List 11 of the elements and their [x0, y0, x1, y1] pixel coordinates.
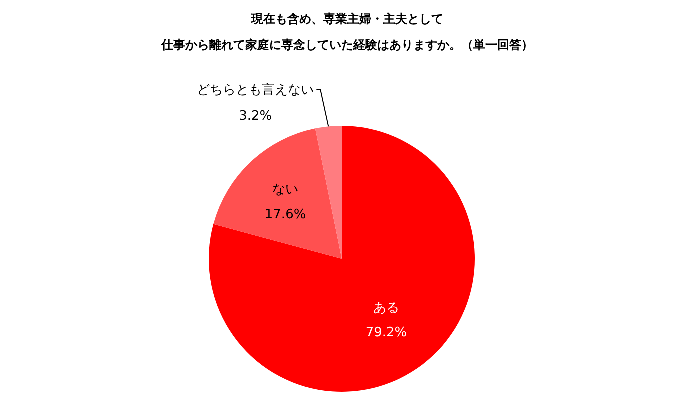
data-label: 17.6%	[264, 207, 306, 222]
slice-label: どちらとも言えない	[197, 82, 314, 98]
data-label: 3.2%	[239, 109, 272, 124]
pie-slice	[214, 128, 342, 259]
pie-slice	[315, 126, 342, 259]
slice-label: ない	[272, 182, 299, 198]
chart-subtitle: 仕事から離れて家庭に専念していた経験はありますか。（単一回答）	[160, 38, 534, 52]
chart-title: 現在も含め、専業主婦・主夫として	[250, 12, 444, 26]
slice-label: ある	[373, 300, 400, 316]
data-label: 79.2%	[366, 326, 408, 341]
pie-slice	[209, 126, 475, 392]
